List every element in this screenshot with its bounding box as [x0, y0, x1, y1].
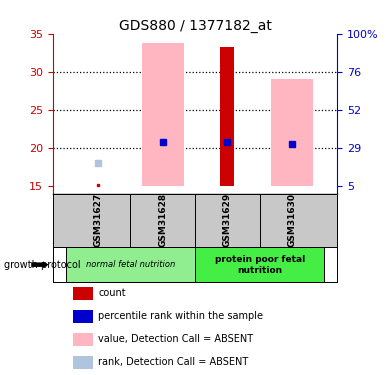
Text: protein poor fetal
nutrition: protein poor fetal nutrition [215, 255, 305, 275]
Text: percentile rank within the sample: percentile rank within the sample [98, 311, 263, 321]
Text: GSM31629: GSM31629 [223, 193, 232, 248]
Text: count: count [98, 288, 126, 298]
Bar [73, 333, 92, 346]
Bar [142, 43, 184, 186]
Bar [220, 48, 234, 186]
Bar [73, 310, 92, 323]
Text: rank, Detection Call = ABSENT: rank, Detection Call = ABSENT [98, 357, 248, 368]
Text: growth protocol: growth protocol [4, 260, 80, 270]
Bar [73, 356, 92, 369]
Bar [271, 80, 313, 186]
Bar [73, 287, 92, 300]
Bar [66, 247, 195, 282]
Title: GDS880 / 1377182_at: GDS880 / 1377182_at [119, 19, 271, 33]
Text: GSM31627: GSM31627 [94, 193, 103, 248]
Text: value, Detection Call = ABSENT: value, Detection Call = ABSENT [98, 334, 254, 344]
Bar [195, 247, 324, 282]
Text: GSM31628: GSM31628 [158, 193, 167, 248]
Text: normal fetal nutrition: normal fetal nutrition [86, 260, 175, 269]
Text: GSM31630: GSM31630 [287, 193, 296, 247]
